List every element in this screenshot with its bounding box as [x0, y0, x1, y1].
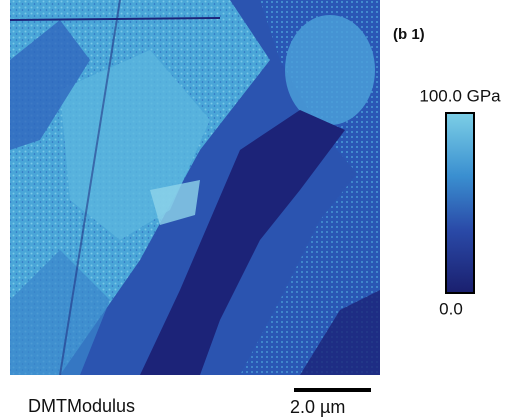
figure: (b 1) 100.0 GPa 0.0 DMTModulus 2.0 µm [0, 0, 523, 419]
afm-image [10, 0, 380, 375]
caption: DMTModulus [28, 396, 135, 416]
panel-label: (b 1) [393, 26, 425, 43]
colorbar-max-label: 100.0 GPa [419, 86, 501, 105]
colorbar [446, 113, 474, 293]
colorbar-min-label: 0.0 [439, 299, 463, 318]
scale-bar-label: 2.0 µm [290, 397, 345, 417]
